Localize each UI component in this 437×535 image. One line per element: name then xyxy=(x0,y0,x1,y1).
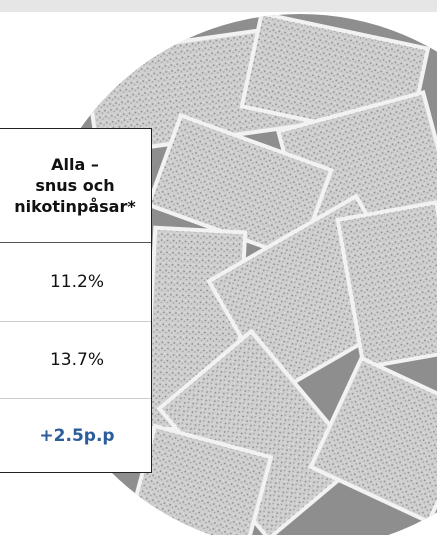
comparison-table: Alla – snus och nikotinpåsar* 11.2% 13.7… xyxy=(0,128,152,473)
header-line: nikotinpåsar* xyxy=(14,197,136,216)
header-line: snus och xyxy=(35,176,115,195)
top-band xyxy=(0,0,437,12)
cell-text: 13.7% xyxy=(49,350,104,370)
header-line: Alla – xyxy=(51,155,99,174)
cell-text: 11.2% xyxy=(49,272,104,292)
table-cell: 11.2% xyxy=(0,243,151,322)
table-cell: +2.5p.p xyxy=(0,399,151,473)
cell-text: +2.5p.p xyxy=(39,426,115,446)
table-cell: 13.7% xyxy=(0,322,151,399)
header-cell: Alla – snus och nikotinpåsar* xyxy=(0,129,151,243)
